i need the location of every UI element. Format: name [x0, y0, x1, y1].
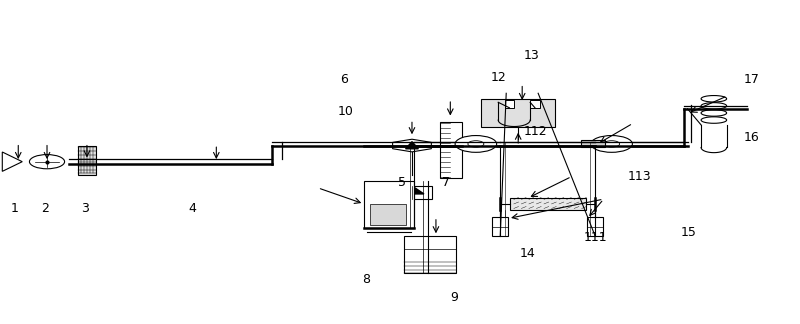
Text: 10: 10: [338, 106, 354, 119]
Text: 12: 12: [490, 71, 506, 84]
Text: 112: 112: [524, 125, 547, 138]
Text: 4: 4: [189, 202, 196, 215]
Text: 7: 7: [442, 177, 450, 190]
Circle shape: [591, 135, 632, 152]
Bar: [364, 181, 414, 228]
Text: 6: 6: [340, 73, 348, 86]
Text: 2: 2: [41, 202, 49, 215]
Bar: [370, 204, 406, 225]
Bar: [482, 99, 555, 126]
Text: 13: 13: [524, 49, 540, 62]
Bar: [505, 100, 514, 108]
Bar: [404, 236, 456, 273]
Text: 16: 16: [743, 131, 759, 144]
Text: 8: 8: [362, 273, 370, 286]
Text: 14: 14: [520, 248, 536, 260]
Text: 113: 113: [628, 170, 651, 183]
Bar: [510, 198, 586, 210]
Polygon shape: [406, 142, 418, 149]
Bar: [78, 146, 96, 175]
Text: 3: 3: [81, 202, 89, 215]
Text: 5: 5: [398, 177, 406, 190]
Polygon shape: [393, 139, 431, 152]
Text: 1: 1: [11, 202, 19, 215]
Bar: [392, 186, 432, 199]
Bar: [587, 217, 603, 236]
Text: 15: 15: [681, 226, 697, 239]
Polygon shape: [400, 186, 424, 194]
Bar: [530, 100, 540, 108]
Bar: [492, 217, 508, 236]
Text: 17: 17: [743, 73, 759, 86]
Polygon shape: [2, 152, 22, 171]
Bar: [581, 140, 605, 147]
Circle shape: [30, 155, 65, 169]
Bar: [440, 122, 462, 178]
Text: 9: 9: [450, 291, 458, 304]
Circle shape: [455, 135, 497, 152]
Text: 111: 111: [584, 231, 607, 244]
